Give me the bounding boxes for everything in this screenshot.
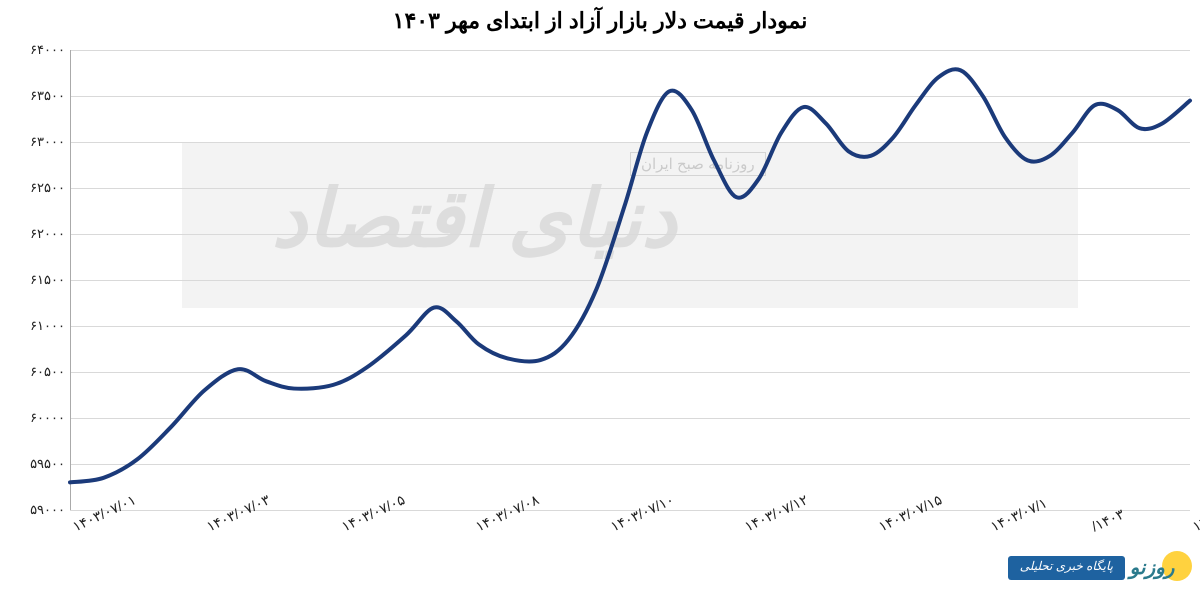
y-tick-label: ۶۳۰۰۰ xyxy=(30,134,65,150)
price-line xyxy=(70,69,1190,482)
y-tick-label: ۶۰۵۰۰ xyxy=(30,364,65,380)
y-tick-label: ۶۰۰۰۰ xyxy=(30,410,65,426)
y-tick-label: ۶۲۵۰۰ xyxy=(30,180,65,196)
logo-text: روزنو xyxy=(1127,557,1175,580)
footer-news-band: پایگاه خبری تحلیلی xyxy=(1008,556,1125,580)
y-tick-label: ۶۳۵۰۰ xyxy=(30,88,65,104)
chart-area: دنیای اقتصاد روزنامه صبح ایران ۵۹۰۰۰۵۹۵۰… xyxy=(70,50,1190,510)
y-tick-label: ۶۴۰۰۰ xyxy=(30,42,65,58)
line-chart-svg xyxy=(70,50,1190,510)
chart-title: نمودار قیمت دلار بازار آزاد از ابتدای مه… xyxy=(0,0,1200,34)
y-tick-label: ۶۱۰۰۰ xyxy=(30,318,65,334)
y-tick-label: ۵۹۰۰۰ xyxy=(30,502,65,518)
x-tick-label: ۱۴ xyxy=(1190,514,1200,536)
y-tick-label: ۵۹۵۰۰ xyxy=(30,456,65,472)
y-axis-labels: ۵۹۰۰۰۵۹۵۰۰۶۰۰۰۰۶۰۵۰۰۶۱۰۰۰۶۱۵۰۰۶۲۰۰۰۶۲۵۰۰… xyxy=(10,50,65,510)
y-tick-label: ۶۲۰۰۰ xyxy=(30,226,65,242)
site-logo: روزنو xyxy=(1127,546,1195,586)
y-tick-label: ۶۱۵۰۰ xyxy=(30,272,65,288)
